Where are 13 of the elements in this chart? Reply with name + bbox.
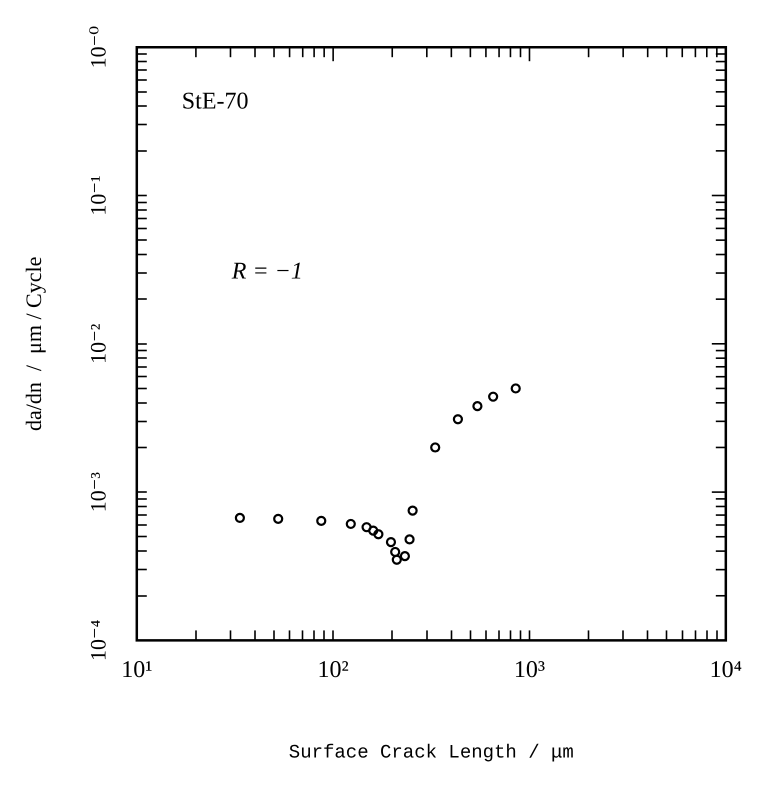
x-tick-label: 10² xyxy=(318,657,349,684)
x-tick-label: 10⁴ xyxy=(710,657,742,684)
annotation: R = −1 xyxy=(230,258,303,285)
x-tick-label: 10³ xyxy=(514,657,546,684)
y-tick-label: 10⁻⁴ xyxy=(85,619,110,662)
y-tick-label: 10⁻² xyxy=(85,323,110,364)
y-tick-label: 10⁻³ xyxy=(85,472,110,512)
x-tick-label: 10¹ xyxy=(121,657,152,684)
x-axis-title: Surface Crack Length / μm xyxy=(288,742,574,764)
annotation: StE-70 xyxy=(182,88,248,114)
y-axis-title: da/dn / μm / Cycle xyxy=(20,256,46,431)
y-tick-label: 10⁻⁰ xyxy=(85,26,110,68)
y-tick-label: 10⁻¹ xyxy=(85,175,110,216)
